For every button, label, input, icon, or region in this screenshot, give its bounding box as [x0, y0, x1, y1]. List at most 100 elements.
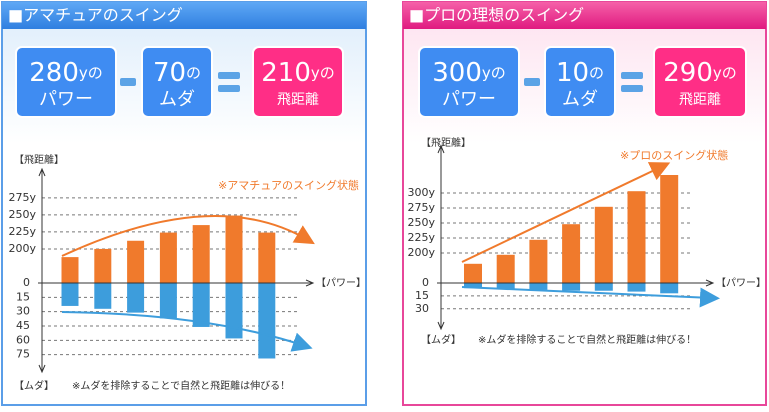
bar	[529, 239, 548, 283]
equation-box	[544, 46, 616, 118]
y2-tick-label: 0	[23, 276, 30, 289]
y2-tick-label: 75	[16, 348, 30, 361]
minus-sign	[120, 78, 136, 86]
bar	[594, 283, 613, 291]
y-tick-label: 275y	[8, 191, 36, 204]
equation-number: 280	[29, 58, 79, 88]
bar	[94, 283, 112, 309]
bar	[159, 232, 177, 283]
bar	[127, 283, 145, 313]
y2-axis-label: 【ムダ】	[421, 333, 461, 346]
trend-arrow	[61, 215, 315, 257]
equation-box	[418, 46, 520, 118]
y-axis-arrow	[437, 321, 445, 331]
y-axis-arrow	[38, 167, 46, 177]
bar	[258, 232, 276, 283]
equation-unit: の	[186, 64, 201, 82]
bar	[159, 283, 177, 319]
equation-number: 210	[261, 58, 311, 88]
bar	[258, 283, 276, 359]
y2-tick-label: 0	[422, 276, 429, 289]
y-tick-label: 225y	[407, 231, 435, 244]
equation-unit: yの	[311, 64, 335, 82]
bar	[192, 283, 210, 327]
y2-tick-label: 30	[16, 305, 30, 318]
equation-value: 70の	[153, 58, 201, 88]
equation-unit: yの	[79, 64, 103, 82]
trend-arrow	[461, 286, 720, 308]
bar	[496, 254, 515, 283]
y-tick-label: 225y	[8, 225, 36, 238]
trend-arrow	[61, 311, 313, 352]
equation-unit: yの	[713, 64, 737, 82]
y-tick-label: 200y	[407, 246, 435, 259]
bar	[464, 263, 482, 283]
equation-unit: yの	[482, 64, 506, 82]
bar	[94, 248, 112, 283]
bar	[660, 175, 679, 283]
x-axis-arrow	[705, 279, 715, 287]
panel-header	[403, 2, 766, 29]
y2-tick-label: 45	[16, 319, 30, 332]
equals-sign	[218, 72, 240, 79]
x-axis-label: 【パワー】	[316, 277, 366, 289]
equation-label: パワー	[39, 89, 93, 110]
bar	[594, 206, 613, 283]
equation-label: ムダ	[562, 89, 598, 110]
bar	[192, 225, 210, 283]
bar	[627, 191, 646, 283]
equation-label: ムダ	[159, 89, 195, 110]
equation-box	[653, 46, 747, 118]
equals-sign	[621, 85, 643, 92]
bar	[464, 283, 482, 289]
equation-value: 290yの	[663, 58, 737, 88]
bar	[660, 283, 679, 294]
bar	[562, 283, 581, 291]
y-tick-label: 250y	[8, 208, 36, 221]
equation-box	[141, 46, 213, 118]
y2-tick-label: 30	[415, 302, 429, 315]
y-tick-label: 275y	[407, 201, 435, 214]
equation-label: 飛距離	[277, 91, 319, 108]
equation-label: 飛距離	[679, 91, 721, 108]
annotation: ※アマチュアのスイング状態	[218, 178, 359, 192]
equation-box	[15, 46, 117, 118]
equation-value: 300yの	[432, 58, 506, 88]
note: ※ムダを排除することで自然と飛距離は伸びる！	[72, 379, 290, 392]
y-tick-label: 250y	[407, 216, 435, 229]
equals-sign	[621, 72, 643, 79]
equation-number: 290	[663, 58, 713, 88]
equation-number: 10	[556, 58, 589, 88]
equation-unit: の	[589, 64, 604, 82]
equation-label: パワー	[442, 89, 496, 110]
y-axis-arrow	[437, 144, 445, 154]
y-tick-label: 300y	[407, 186, 435, 199]
bar	[225, 215, 243, 283]
y2-tick-label: 15	[16, 290, 30, 303]
annotation: ※プロのスイング状態	[620, 148, 728, 162]
minus-sign	[524, 78, 540, 86]
y-axis-label: 【飛距離】	[14, 153, 64, 166]
equals-sign	[218, 85, 240, 92]
panel-header	[2, 2, 366, 29]
y-axis-label: 【飛距離】	[421, 136, 471, 149]
equation-number: 70	[153, 58, 186, 88]
equation-number: 300	[432, 58, 482, 88]
bar	[562, 224, 581, 283]
bar	[529, 283, 548, 290]
equation-value: 280yの	[29, 58, 103, 88]
x-axis-label: 【パワー】	[716, 277, 766, 289]
bar	[225, 283, 243, 339]
x-axis-arrow	[305, 279, 315, 287]
y-tick-label: 200y	[8, 242, 36, 255]
note: ※ムダを排除することで自然と飛距離は伸びる！	[478, 333, 696, 346]
bar	[127, 240, 145, 283]
y-axis-arrow	[38, 364, 46, 374]
equation-value: 210yの	[261, 58, 335, 88]
trend-arrow	[461, 162, 671, 263]
bar	[496, 283, 515, 290]
y2-axis-label: 【ムダ】	[14, 379, 54, 392]
y2-tick-label: 15	[415, 289, 429, 302]
